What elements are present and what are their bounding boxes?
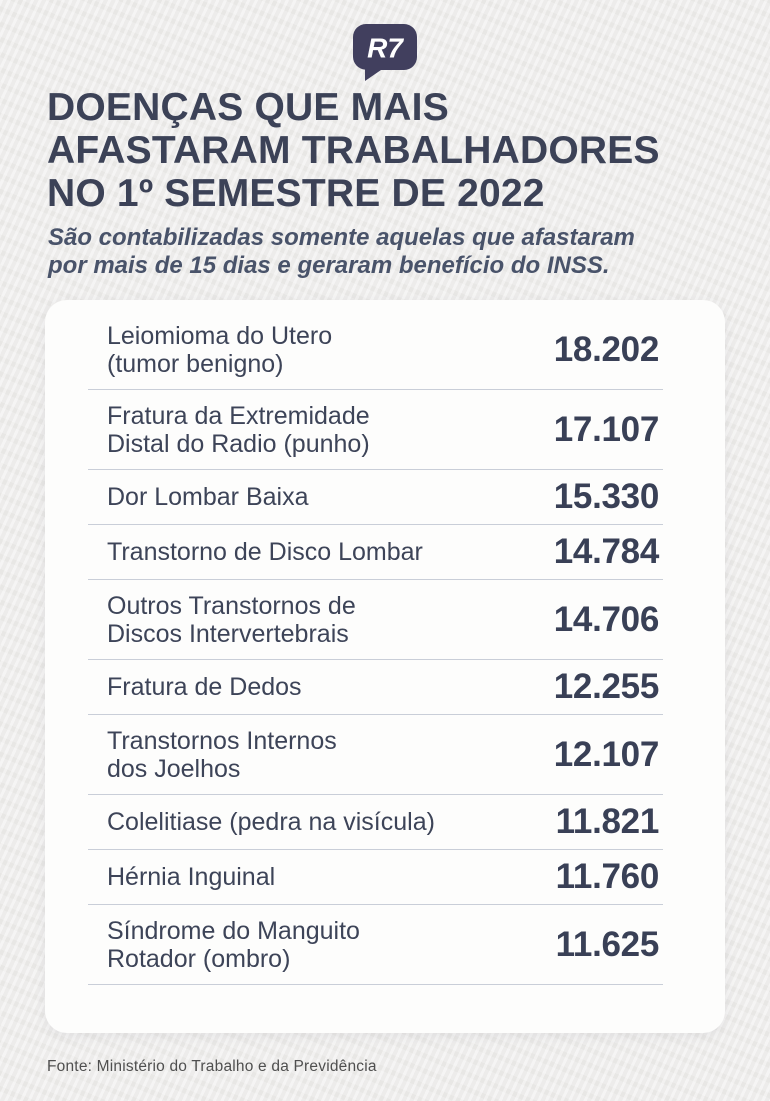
disease-label: Fratura de Dedos <box>107 673 302 701</box>
title-line-2: AFASTARAM TRABALHADORES <box>47 129 660 172</box>
disease-label: Síndrome do Manguito Rotador (ombro) <box>107 916 360 973</box>
title-line-1: DOENÇAS QUE MAIS <box>47 86 449 129</box>
r7-logo: R7 <box>353 24 417 82</box>
table-row: Transtornos Internos dos Joelhos 12.107 <box>88 715 663 795</box>
disease-label: Dor Lombar Baixa <box>107 483 309 511</box>
speech-bubble-icon: R7 <box>353 24 417 81</box>
disease-label: Transtornos Internos dos Joelhos <box>107 726 337 783</box>
table-row: Fratura da Extremidade Distal do Radio (… <box>88 390 663 470</box>
case-count: 12.255 <box>553 667 660 706</box>
table-row: Colelitiase (pedra na visícula) 11.821 <box>88 795 663 850</box>
case-count: 14.706 <box>553 599 660 639</box>
table-row: Transtorno de Disco Lombar 14.784 <box>88 525 663 580</box>
table-row: Fratura de Dedos 12.255 <box>88 660 663 715</box>
table-row: Dor Lombar Baixa 15.330 <box>88 470 663 525</box>
disease-label: Leiomioma do Utero (tumor benigno) <box>107 321 333 378</box>
table-row: Leiomioma do Utero (tumor benigno) 18.202 <box>88 310 663 390</box>
page-title: DOENÇAS QUE MAIS AFASTARAM TRABALHADORES… <box>47 86 747 215</box>
case-count: 11.760 <box>555 857 660 896</box>
title-line-3: NO 1º SEMESTRE DE 2022 <box>47 172 545 215</box>
disease-label: Outros Transtornos de Discos Interverteb… <box>107 591 356 648</box>
disease-label: Fratura da Extremidade Distal do Radio (… <box>107 401 370 458</box>
subtitle-line-1: São contabilizadas somente aquelas que a… <box>48 224 635 251</box>
logo-text: R7 <box>367 33 404 64</box>
disease-label: Colelitiase (pedra na visícula) <box>107 808 435 836</box>
case-count: 11.821 <box>555 802 660 841</box>
source-note: Fonte: Ministério do Trabalho e da Previ… <box>47 1058 377 1075</box>
ranking-card: Leiomioma do Utero (tumor benigno) 18.202… <box>45 300 725 1033</box>
subtitle-line-2: por mais de 15 dias e geraram benefício … <box>48 251 610 279</box>
case-count: 15.330 <box>553 477 660 516</box>
case-count: 14.784 <box>553 532 660 571</box>
case-count: 11.625 <box>555 924 660 964</box>
disease-label: Transtorno de Disco Lombar <box>107 538 423 566</box>
table-row: Hérnia Inguinal 11.760 <box>88 850 663 905</box>
table-row: Síndrome do Manguito Rotador (ombro) 11.6… <box>88 905 663 985</box>
case-count: 12.107 <box>553 734 660 774</box>
case-count: 18.202 <box>553 329 660 369</box>
table-row: Outros Transtornos de Discos Interverteb… <box>88 580 663 660</box>
case-count: 17.107 <box>553 409 660 449</box>
page-subtitle: São contabilizadas somente aquelas que a… <box>48 224 708 279</box>
disease-label: Hérnia Inguinal <box>107 863 276 891</box>
